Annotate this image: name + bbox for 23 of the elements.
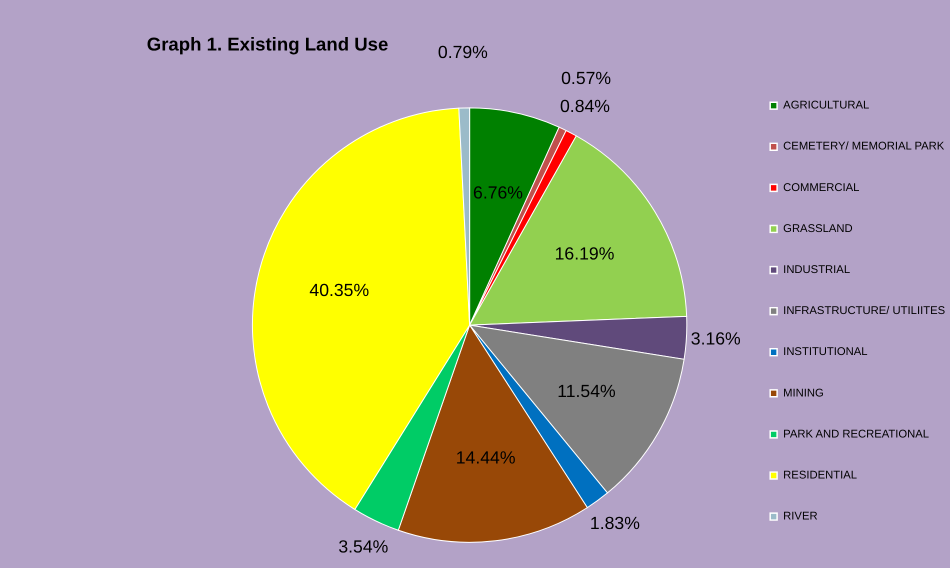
data-label: 1.83%	[590, 513, 640, 534]
data-label: 3.16%	[690, 328, 742, 348]
data-label: 0.79%	[438, 42, 488, 62]
data-label: 6.76%	[473, 182, 524, 202]
legend-label: PARK AND RECREATIONAL	[783, 428, 930, 440]
data-label: 3.54%	[338, 536, 389, 556]
data-label: 0.57%	[561, 68, 612, 88]
data-label: 11.54%	[557, 380, 616, 401]
legend-label: INFRASTRUCTURE/ UTILIITES	[783, 305, 946, 318]
legend-label: COMMERCIAL	[783, 182, 860, 194]
legend-label: MINING	[783, 387, 824, 400]
data-label: 16.19%	[554, 244, 615, 264]
data-label: 0.84%	[560, 96, 610, 116]
legend-label: AGRICULTURAL	[783, 100, 870, 112]
legend-label: INSTITUTIONAL	[783, 346, 868, 358]
legend-label: RIVER	[783, 510, 818, 523]
legend-label: INDUSTRIAL	[783, 264, 850, 276]
legend-label: CEMETERY/ MEMORIAL PARK	[783, 140, 945, 153]
legend-label: RESIDENTIAL	[783, 469, 857, 482]
data-label: 40.35%	[309, 280, 370, 300]
legend-label: GRASSLAND	[783, 222, 853, 235]
data-label: 14.44%	[456, 448, 516, 468]
chart-title: Graph 1. Existing Land Use	[146, 33, 388, 54]
